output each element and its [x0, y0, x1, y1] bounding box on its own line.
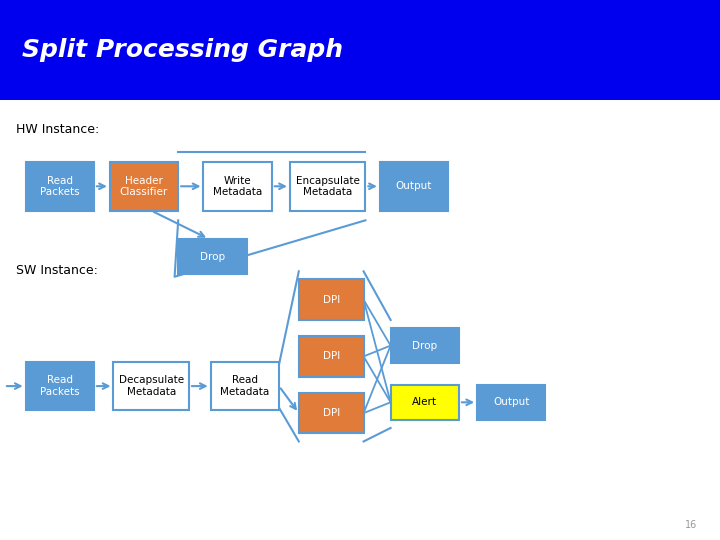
FancyBboxPatch shape: [390, 384, 459, 420]
Text: Encapsulate
Metadata: Encapsulate Metadata: [296, 176, 359, 197]
Text: Output: Output: [493, 397, 529, 407]
Text: HW Instance:: HW Instance:: [16, 123, 99, 136]
FancyBboxPatch shape: [211, 362, 279, 410]
Text: Decapsulate
Metadata: Decapsulate Metadata: [119, 375, 184, 397]
FancyBboxPatch shape: [114, 362, 189, 410]
FancyBboxPatch shape: [0, 0, 720, 100]
Text: Header
Classifier: Header Classifier: [120, 176, 168, 197]
Text: 16: 16: [685, 520, 697, 530]
Text: Drop: Drop: [413, 341, 437, 350]
FancyBboxPatch shape: [299, 336, 364, 377]
FancyBboxPatch shape: [204, 162, 272, 211]
FancyBboxPatch shape: [477, 384, 546, 420]
Text: Split Processing Graph: Split Processing Graph: [22, 38, 343, 62]
Text: Write
Metadata: Write Metadata: [213, 176, 262, 197]
FancyBboxPatch shape: [110, 162, 179, 211]
FancyBboxPatch shape: [26, 162, 94, 211]
Text: Alert: Alert: [413, 397, 437, 407]
FancyBboxPatch shape: [26, 362, 94, 410]
Text: Output: Output: [396, 181, 432, 191]
FancyBboxPatch shape: [299, 280, 364, 320]
Text: Read
Packets: Read Packets: [40, 375, 80, 397]
FancyBboxPatch shape: [289, 162, 366, 211]
Text: DPI: DPI: [323, 295, 340, 305]
Text: Drop: Drop: [200, 252, 225, 261]
Text: DPI: DPI: [323, 408, 340, 418]
FancyBboxPatch shape: [380, 162, 448, 211]
FancyBboxPatch shape: [390, 328, 459, 363]
Text: Read
Metadata: Read Metadata: [220, 375, 269, 397]
Text: DPI: DPI: [323, 352, 340, 361]
Text: SW Instance:: SW Instance:: [16, 264, 98, 276]
FancyBboxPatch shape: [179, 239, 246, 274]
Text: Read
Packets: Read Packets: [40, 176, 80, 197]
FancyBboxPatch shape: [299, 393, 364, 433]
